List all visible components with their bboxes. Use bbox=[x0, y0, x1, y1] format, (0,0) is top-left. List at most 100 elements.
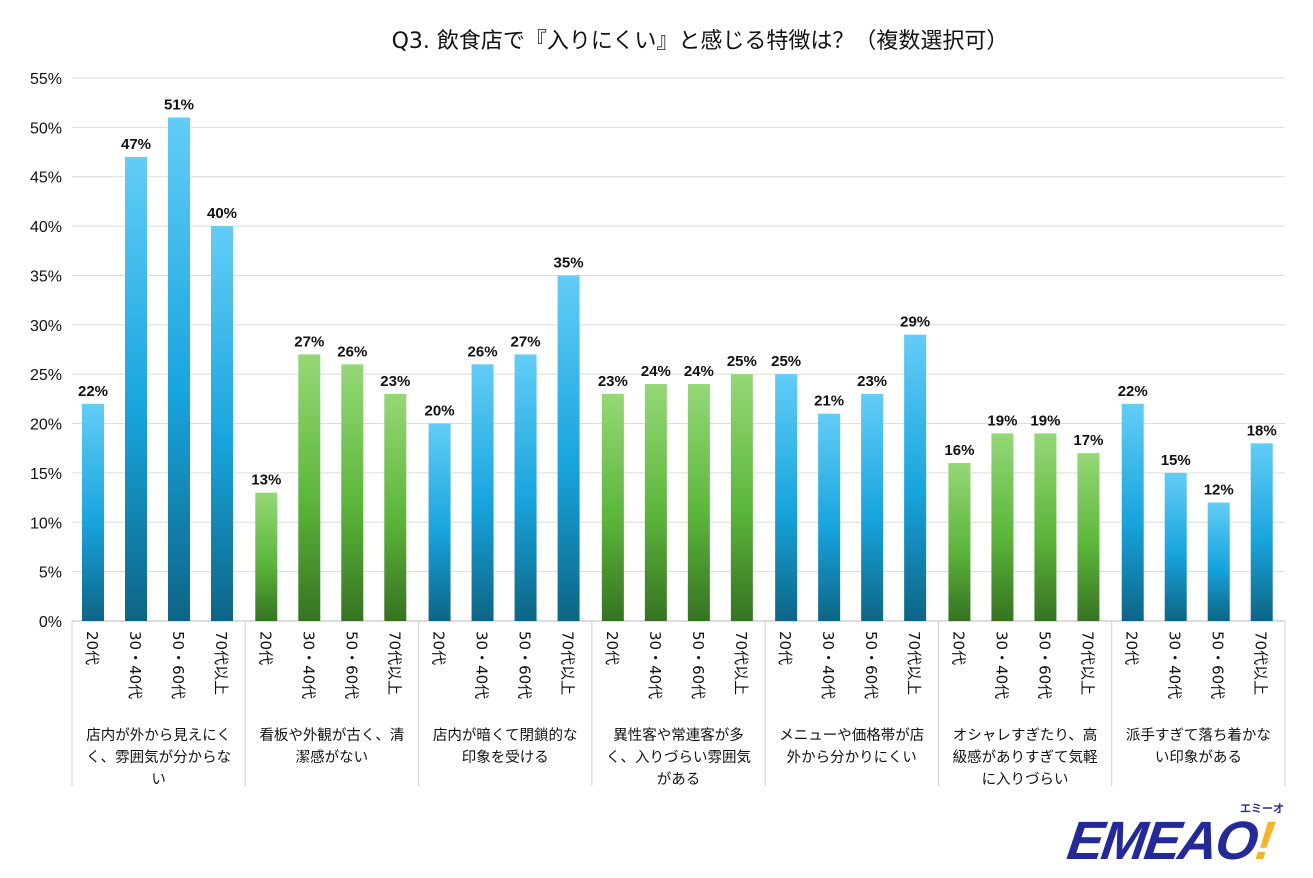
group-label: がある bbox=[657, 771, 701, 788]
y-tick-label: 50% bbox=[30, 120, 62, 137]
x-tick-label: 20代 bbox=[83, 631, 101, 665]
bar bbox=[861, 393, 884, 621]
x-tick-label: 50・60代 bbox=[516, 631, 534, 699]
group-label: い印象がある bbox=[1155, 749, 1242, 766]
x-tick-label: 50・60代 bbox=[1035, 631, 1053, 699]
bar bbox=[514, 354, 537, 621]
data-label: 12% bbox=[1204, 482, 1234, 499]
bar bbox=[1250, 443, 1273, 621]
x-tick-label: 70代以上 bbox=[732, 631, 750, 695]
data-label: 27% bbox=[294, 333, 324, 350]
logo-kana: エミーオ bbox=[1240, 802, 1284, 815]
group-label: メニューや価格帯が店 bbox=[779, 727, 924, 744]
bar bbox=[818, 413, 841, 621]
x-tick-label: 70代以上 bbox=[905, 631, 923, 695]
x-tick-label: 70代以上 bbox=[385, 631, 403, 695]
bar bbox=[991, 433, 1014, 621]
y-tick-label: 25% bbox=[30, 367, 62, 384]
bar bbox=[1164, 472, 1187, 621]
x-tick-label: 50・60代 bbox=[862, 631, 880, 699]
x-tick-label: 30・40代 bbox=[992, 631, 1010, 699]
data-label: 16% bbox=[944, 442, 974, 459]
x-tick-label: 70代以上 bbox=[1078, 631, 1096, 695]
x-tick-label: 20代 bbox=[1123, 631, 1141, 665]
y-tick-label: 5% bbox=[39, 565, 62, 582]
data-label: 29% bbox=[900, 314, 930, 331]
data-label: 24% bbox=[684, 363, 714, 380]
bar bbox=[557, 275, 580, 621]
data-label: 51% bbox=[164, 96, 194, 113]
bar bbox=[775, 374, 798, 621]
logo-text: EMEAO! bbox=[1063, 811, 1277, 871]
bar bbox=[1121, 403, 1144, 621]
bar bbox=[298, 354, 321, 621]
y-tick-label: 40% bbox=[30, 219, 62, 236]
group-label: 店内が外から見えにく bbox=[86, 727, 231, 744]
bar bbox=[601, 393, 624, 621]
x-tick-label: 50・60代 bbox=[342, 631, 360, 699]
group-label: 印象を受ける bbox=[462, 749, 549, 766]
x-tick-label: 20代 bbox=[603, 631, 621, 665]
bar bbox=[1077, 453, 1100, 621]
group-label: 級感がありすぎて気軽 bbox=[953, 749, 1098, 766]
group-label: く、雰囲気が分からな bbox=[86, 749, 231, 766]
bar bbox=[125, 156, 147, 621]
y-tick-label: 30% bbox=[30, 318, 62, 335]
data-label: 25% bbox=[771, 353, 801, 370]
group-label: 店内が暗くて閉鎖的な bbox=[433, 727, 578, 744]
data-label: 24% bbox=[641, 363, 671, 380]
data-label: 27% bbox=[511, 333, 541, 350]
bar bbox=[384, 393, 407, 621]
x-tick-label: 20代 bbox=[776, 631, 794, 665]
y-tick-label: 10% bbox=[30, 515, 62, 532]
x-tick-label: 50・60代 bbox=[169, 631, 187, 699]
data-label: 23% bbox=[598, 373, 628, 390]
bar bbox=[1207, 502, 1230, 621]
group-label: 外から分かりにくい bbox=[787, 749, 917, 766]
x-tick-label: 20代 bbox=[430, 631, 448, 665]
bar bbox=[211, 226, 233, 621]
x-tick-label: 20代 bbox=[949, 631, 967, 665]
group-label: 派手すぎて落ち着かな bbox=[1126, 727, 1271, 744]
bar bbox=[948, 463, 971, 621]
y-tick-label: 45% bbox=[30, 170, 62, 187]
x-tick-label: 70代以上 bbox=[212, 631, 230, 695]
x-tick-label: 50・60代 bbox=[689, 631, 707, 699]
data-label: 18% bbox=[1247, 422, 1277, 439]
bar bbox=[168, 117, 190, 621]
chart-title: Q3. 飲食店で『入りにくい』と感じる特徴は？（複数選択可） bbox=[392, 29, 1009, 54]
data-label: 20% bbox=[425, 403, 455, 420]
x-tick-label: 30・40代 bbox=[1166, 631, 1184, 699]
x-tick-label: 20代 bbox=[256, 631, 274, 665]
x-tick-label: 30・40代 bbox=[126, 631, 144, 699]
bar bbox=[471, 364, 494, 621]
data-label: 35% bbox=[554, 254, 584, 271]
data-label: 47% bbox=[121, 136, 151, 153]
group-label: 異性客や常連客が多 bbox=[613, 727, 744, 744]
x-tick-label: 30・40代 bbox=[299, 631, 317, 699]
data-label: 26% bbox=[337, 343, 367, 360]
data-label: 15% bbox=[1161, 452, 1191, 469]
x-tick-label: 50・60代 bbox=[1209, 631, 1227, 699]
y-tick-label: 55% bbox=[30, 71, 62, 88]
bar bbox=[82, 403, 104, 621]
bar bbox=[428, 423, 451, 621]
data-label: 17% bbox=[1073, 432, 1103, 449]
emeao-logo: エミーオ EMEAO! bbox=[1062, 800, 1302, 874]
data-label: 25% bbox=[727, 353, 757, 370]
x-tick-label: 30・40代 bbox=[819, 631, 837, 699]
y-tick-label: 35% bbox=[30, 268, 62, 285]
bar bbox=[730, 374, 753, 621]
y-tick-label: 20% bbox=[30, 417, 62, 434]
group-label: く、入りづらい雰囲気 bbox=[606, 749, 751, 766]
data-label: 23% bbox=[857, 373, 887, 390]
data-label: 22% bbox=[78, 383, 108, 400]
bar bbox=[1034, 433, 1057, 621]
data-label: 22% bbox=[1118, 383, 1148, 400]
bar bbox=[687, 384, 710, 621]
x-tick-label: 70代以上 bbox=[1252, 631, 1270, 695]
data-label: 19% bbox=[1030, 412, 1060, 429]
data-label: 40% bbox=[207, 205, 237, 222]
data-label: 13% bbox=[251, 472, 281, 489]
group-label: 看板や外観が古く、清 bbox=[259, 726, 404, 744]
